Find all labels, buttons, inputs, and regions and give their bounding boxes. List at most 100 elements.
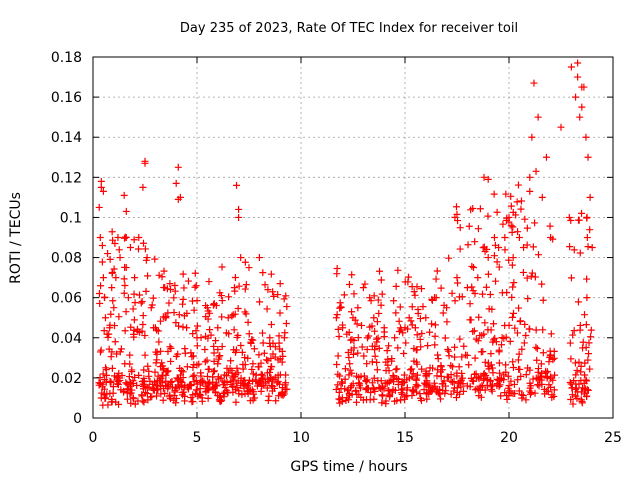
data-point — [276, 371, 284, 379]
data-point — [244, 318, 252, 326]
data-point — [585, 339, 593, 347]
data-point — [374, 296, 382, 304]
data-point — [545, 381, 553, 389]
data-point — [505, 256, 513, 264]
data-point — [205, 365, 213, 373]
data-point — [223, 372, 231, 380]
data-point — [550, 386, 558, 394]
data-point — [539, 296, 547, 304]
y-tick-label: 0.06 — [51, 291, 82, 307]
data-point — [156, 317, 164, 325]
data-point — [275, 332, 283, 340]
data-point — [352, 398, 360, 406]
data-point — [123, 395, 131, 403]
data-point — [136, 328, 144, 336]
data-point — [436, 390, 444, 398]
data-point — [410, 388, 418, 396]
data-point — [360, 372, 368, 380]
data-point — [480, 369, 488, 377]
data-point — [138, 297, 146, 305]
data-point — [394, 266, 402, 274]
data-point — [576, 321, 584, 329]
data-point — [214, 375, 222, 383]
data-point — [128, 386, 136, 394]
data-point — [451, 213, 459, 221]
data-point — [377, 377, 385, 385]
data-point — [490, 234, 498, 241]
data-point — [567, 274, 575, 282]
data-point — [391, 334, 399, 342]
data-point — [484, 254, 492, 262]
data-point — [279, 384, 287, 392]
data-point — [210, 300, 218, 308]
data-point — [164, 348, 172, 356]
data-point — [178, 378, 186, 386]
data-point — [334, 325, 342, 333]
data-point — [99, 274, 107, 282]
data-point — [388, 355, 396, 363]
data-point — [179, 270, 187, 278]
data-point — [486, 290, 494, 298]
data-point — [568, 391, 576, 399]
data-point — [579, 338, 587, 346]
data-point — [526, 366, 534, 374]
data-point — [580, 379, 588, 387]
data-point — [280, 295, 288, 303]
data-point — [459, 380, 467, 388]
data-point — [110, 265, 118, 273]
data-point — [452, 203, 460, 211]
data-point — [566, 243, 574, 251]
data-point — [117, 345, 125, 353]
data-point — [478, 383, 486, 391]
data-point — [391, 386, 399, 394]
data-point — [188, 353, 196, 361]
data-point — [279, 352, 287, 360]
data-point — [139, 183, 147, 191]
data-point — [389, 372, 397, 380]
data-point — [138, 391, 146, 399]
data-point — [495, 346, 503, 354]
data-point — [581, 371, 589, 379]
data-point — [502, 361, 510, 369]
data-point — [230, 346, 238, 354]
data-point — [212, 337, 220, 345]
data-point — [223, 378, 231, 386]
data-point — [238, 391, 246, 399]
data-point — [458, 293, 466, 301]
data-point — [108, 398, 116, 406]
data-point — [429, 364, 437, 372]
data-point — [96, 348, 104, 356]
data-point — [348, 369, 356, 377]
data-point — [585, 350, 593, 358]
data-point — [493, 258, 501, 266]
data-point — [247, 338, 255, 346]
data-point — [523, 274, 531, 282]
data-point — [184, 277, 192, 285]
data-point — [201, 346, 209, 354]
data-point — [193, 386, 201, 394]
data-point — [466, 300, 474, 308]
data-point — [257, 359, 265, 367]
data-point — [538, 193, 546, 201]
data-point — [583, 392, 591, 400]
data-point — [374, 334, 382, 342]
data-point — [586, 193, 594, 201]
data-point — [449, 363, 457, 371]
data-point — [393, 375, 401, 383]
data-point — [504, 384, 512, 392]
data-point — [393, 365, 401, 373]
data-point — [168, 377, 176, 385]
data-point — [509, 254, 517, 262]
data-point — [380, 324, 388, 332]
data-point — [230, 284, 238, 292]
data-point — [243, 383, 251, 391]
data-point — [476, 205, 484, 213]
data-point — [204, 372, 211, 380]
data-point — [249, 360, 257, 368]
data-point — [509, 309, 517, 317]
data-point — [433, 385, 441, 393]
data-point — [333, 361, 341, 369]
data-point — [447, 377, 455, 385]
data-point — [493, 208, 501, 216]
y-tick-label: 0.04 — [51, 331, 82, 347]
